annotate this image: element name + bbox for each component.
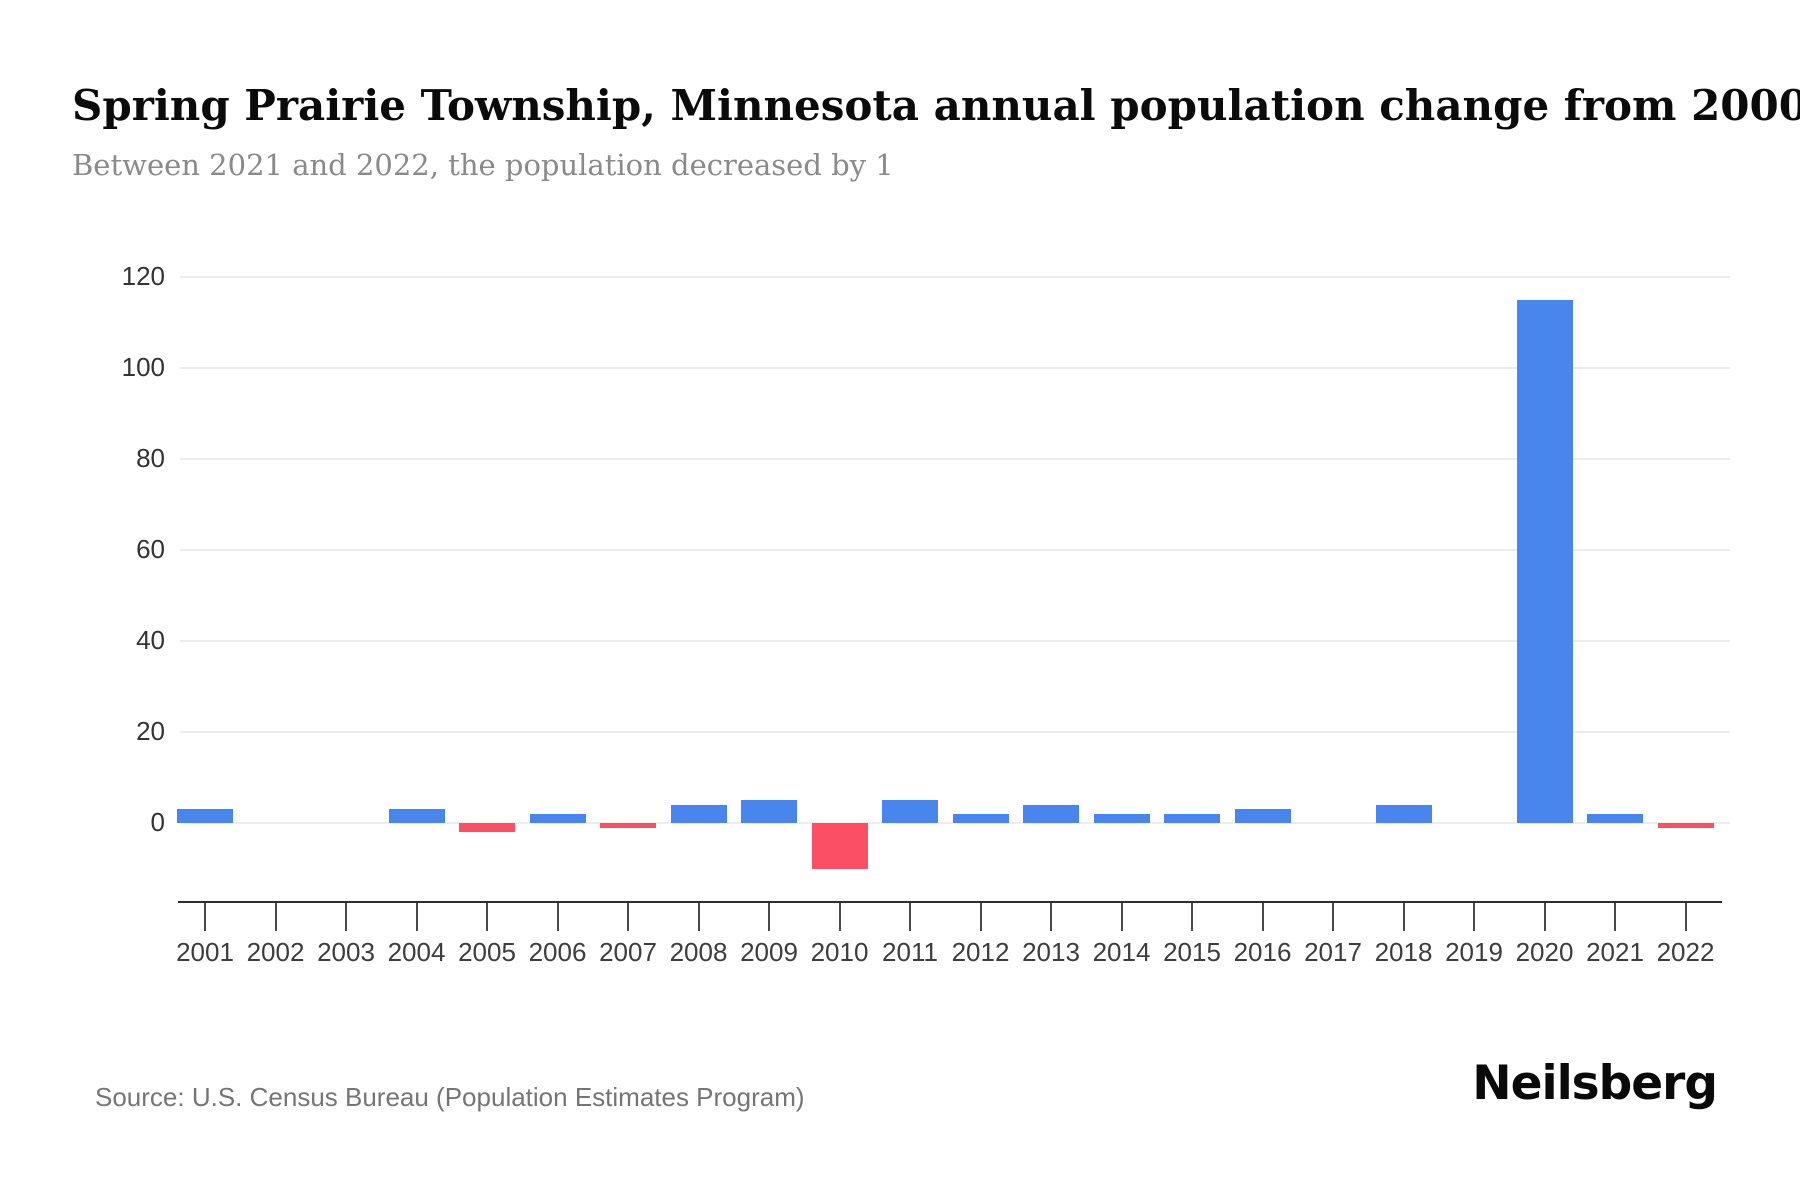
x-axis-tick-2017 — [1332, 903, 1334, 931]
bar-2016[interactable] — [1234, 809, 1291, 823]
y-axis-label-100: 100 — [121, 352, 165, 382]
x-axis-tick-2002 — [274, 903, 277, 931]
bar-2011[interactable] — [882, 800, 938, 823]
x-axis-label-2004: 2004 — [387, 937, 446, 967]
y-axis-label-20: 20 — [136, 716, 165, 746]
x-axis-tick-2007 — [627, 903, 629, 931]
bar-2020[interactable] — [1516, 299, 1573, 823]
y-axis-label-120: 120 — [121, 261, 165, 291]
x-axis-tick-2019 — [1473, 903, 1475, 931]
x-axis-label-2020: 2020 — [1515, 937, 1574, 967]
x-axis-tick-2012 — [979, 903, 982, 931]
y-axis-label-60: 60 — [136, 534, 165, 564]
chart-subtitle: Between 2021 and 2022, the population de… — [72, 148, 894, 182]
bar-2006[interactable] — [529, 813, 586, 823]
x-axis-tick-2005 — [486, 903, 488, 931]
y-axis-label-0: 0 — [150, 807, 165, 837]
bar-2005[interactable] — [459, 823, 515, 833]
x-axis-label-2013: 2013 — [1022, 937, 1080, 967]
gridline-80 — [180, 458, 1730, 460]
gridline-60 — [180, 549, 1730, 551]
x-axis-tick-2015 — [1191, 903, 1193, 931]
x-axis-tick-2001 — [204, 903, 206, 931]
x-axis-label-2001: 2001 — [176, 937, 234, 967]
neilsberg-logo: Neilsberg — [1472, 1056, 1718, 1111]
x-axis-label-2014: 2014 — [1092, 937, 1151, 967]
gridline-40 — [180, 640, 1730, 642]
source-text: Source: U.S. Census Bureau (Population E… — [95, 1082, 805, 1112]
bar-2010[interactable] — [811, 823, 868, 869]
x-axis-label-2002: 2002 — [246, 937, 305, 967]
x-axis-label-2005: 2005 — [458, 937, 516, 967]
bar-2013[interactable] — [1023, 804, 1079, 823]
bar-2021[interactable] — [1587, 813, 1643, 823]
gridline-0 — [180, 822, 1730, 824]
bar-2001[interactable] — [177, 809, 233, 823]
y-axis-label-80: 80 — [136, 443, 165, 473]
x-axis-label-2018: 2018 — [1374, 937, 1433, 967]
x-axis-tick-2006 — [556, 903, 559, 931]
x-axis-label-2021: 2021 — [1586, 937, 1644, 967]
x-axis-tick-2011 — [909, 903, 911, 931]
bar-2007[interactable] — [600, 823, 656, 828]
x-axis-tick-2004 — [415, 903, 418, 931]
x-axis-tick-2008 — [697, 903, 700, 931]
x-axis-tick-2010 — [838, 903, 841, 931]
gridline-120 — [180, 276, 1730, 278]
x-axis-tick-2020 — [1543, 903, 1546, 931]
bar-2014[interactable] — [1093, 813, 1150, 823]
gridline-20 — [180, 731, 1730, 733]
x-axis-tick-2018 — [1402, 903, 1405, 931]
x-axis-label-2011: 2011 — [882, 937, 938, 967]
x-axis-label-2007: 2007 — [599, 937, 657, 967]
x-axis-tick-2022 — [1684, 903, 1687, 931]
x-axis-tick-2003 — [345, 903, 347, 931]
x-axis-tick-2021 — [1614, 903, 1616, 931]
x-axis-label-2006: 2006 — [528, 937, 587, 967]
x-axis-tick-2009 — [768, 903, 770, 931]
x-axis-label-2015: 2015 — [1163, 937, 1221, 967]
x-axis-label-2003: 2003 — [317, 937, 375, 967]
bar-2009[interactable] — [741, 800, 797, 823]
bar-2012[interactable] — [952, 813, 1009, 823]
x-axis-tick-2014 — [1120, 903, 1123, 931]
x-axis-label-2008: 2008 — [669, 937, 728, 967]
x-axis-label-2022: 2022 — [1656, 937, 1715, 967]
x-axis-tick-2013 — [1050, 903, 1052, 931]
x-axis-label-2009: 2009 — [740, 937, 798, 967]
x-axis-line — [178, 901, 1722, 903]
x-axis-label-2012: 2012 — [951, 937, 1010, 967]
gridline-100 — [180, 367, 1730, 369]
x-axis-label-2016: 2016 — [1233, 937, 1292, 967]
bar-2004[interactable] — [388, 809, 445, 823]
bar-2008[interactable] — [670, 804, 727, 823]
chart-title: Spring Prairie Township, Minnesota annua… — [72, 81, 1800, 131]
y-axis-label-40: 40 — [136, 625, 165, 655]
bar-2015[interactable] — [1164, 813, 1220, 823]
x-axis-label-2010: 2010 — [810, 937, 869, 967]
x-axis-label-2017: 2017 — [1304, 937, 1362, 967]
bar-2022[interactable] — [1657, 823, 1714, 828]
x-axis-tick-2016 — [1261, 903, 1264, 931]
bar-2018[interactable] — [1375, 804, 1432, 823]
x-axis-label-2019: 2019 — [1445, 937, 1503, 967]
